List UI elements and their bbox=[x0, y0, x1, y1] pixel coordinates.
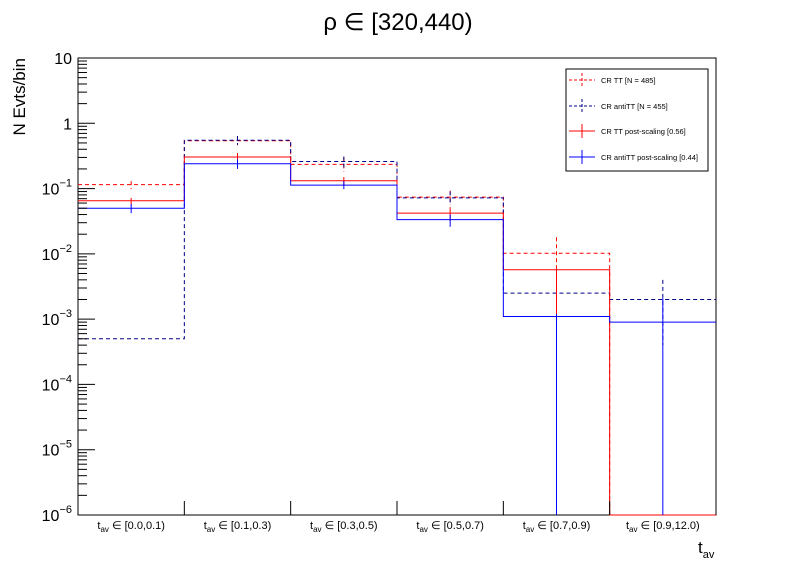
chart-title: ρ ∈ [320,440) bbox=[323, 9, 472, 36]
x-tick-label-3: tav ∈ [0.3,0.5) bbox=[310, 520, 378, 534]
y-tick-label-6: 10−4 bbox=[42, 373, 72, 394]
legend-label-4: CR antiTT post-scaling [0.44] bbox=[601, 153, 698, 162]
legend-label-1: CR TT [N = 485] bbox=[601, 76, 656, 85]
x-axis-label: tav bbox=[698, 538, 715, 561]
legend-entry-2: CR antiTT [N = 455] bbox=[569, 99, 668, 113]
y-tick-label-2: 1 bbox=[63, 116, 72, 133]
y-tick-label-1: 10 bbox=[54, 51, 72, 68]
x-tick-label-2: tav ∈ [0.1,0.3) bbox=[204, 520, 272, 534]
legend-entry-4: CR antiTT post-scaling [0.44] bbox=[569, 150, 698, 164]
y-tick-label-4: 10−2 bbox=[42, 243, 72, 264]
x-tick-label-1: tav ∈ [0.0,0.1) bbox=[97, 520, 165, 534]
series-4 bbox=[78, 159, 716, 515]
x-tick-label-6: tav ∈ [0.9,12.0) bbox=[626, 520, 700, 534]
legend: CR TT [N = 485] CR antiTT [N = 455] CR TT … bbox=[565, 68, 709, 172]
legend-label-2: CR antiTT [N = 455] bbox=[601, 102, 668, 111]
y-tick-label-8: 10−6 bbox=[42, 504, 72, 525]
x-tick-label-4: tav ∈ [0.5,0.7) bbox=[416, 520, 484, 534]
series-4-line bbox=[78, 163, 716, 323]
legend-label-3: CR TT post-scaling [0.56] bbox=[601, 127, 686, 136]
y-tick-label-5: 10−3 bbox=[42, 308, 72, 329]
y-axis: 10 1 10−1 10−2 10−3 10−4 10−5 10−6 bbox=[42, 51, 95, 525]
x-tick-label-5: tav ∈ [0.7,0.9) bbox=[523, 520, 591, 534]
legend-entry-3: CR TT post-scaling [0.56] bbox=[569, 124, 686, 138]
legend-entry-1: CR TT [N = 485] bbox=[569, 73, 656, 87]
y-tick-label-3: 10−1 bbox=[42, 178, 72, 199]
y-axis-label: N Evts/bin bbox=[10, 58, 29, 135]
plot-area bbox=[77, 57, 717, 516]
legend-box bbox=[565, 68, 709, 172]
x-axis: tav ∈ [0.0,0.1) tav ∈ [0.1,0.3) tav ∈ [0.3… bbox=[77, 501, 717, 534]
y-tick-label-7: 10−5 bbox=[42, 439, 72, 460]
